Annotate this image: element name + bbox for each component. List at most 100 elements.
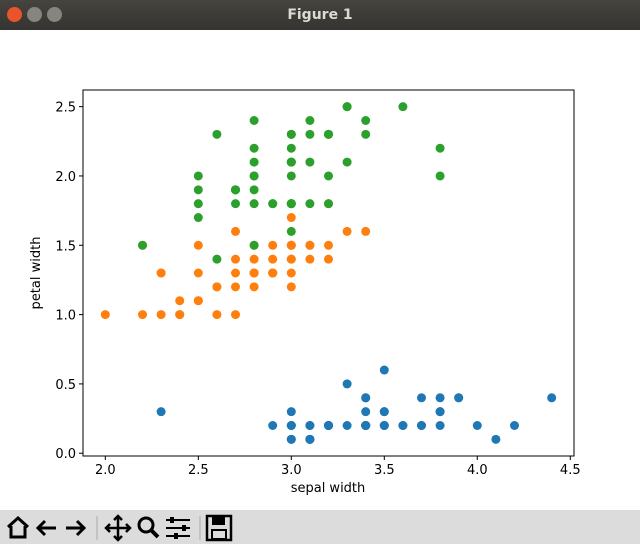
point — [286, 268, 296, 278]
point — [379, 365, 389, 375]
y-tick-label: 2.5 — [55, 101, 76, 116]
point — [212, 254, 222, 264]
point — [305, 157, 315, 167]
point — [435, 171, 445, 181]
point — [342, 157, 352, 167]
zoom-button[interactable] — [137, 516, 160, 539]
point — [231, 199, 241, 209]
point — [305, 240, 315, 250]
point — [509, 421, 519, 430]
point — [212, 129, 222, 139]
y-tick-label: 0.5 — [55, 378, 76, 393]
toolbar — [0, 510, 640, 544]
point — [268, 268, 278, 278]
minimize-button[interactable] — [27, 7, 42, 22]
point — [416, 421, 426, 430]
point — [361, 407, 371, 417]
point — [249, 282, 259, 292]
y-tick-label: 1.0 — [55, 309, 76, 324]
point — [156, 407, 166, 417]
x-tick-label: 3.5 — [374, 463, 395, 478]
window-title: Figure 1 — [287, 7, 353, 23]
point — [416, 393, 426, 403]
point — [324, 254, 333, 264]
point — [305, 434, 315, 444]
toolbar-icons — [6, 514, 233, 542]
pan-button[interactable] — [104, 514, 132, 542]
point — [342, 379, 352, 389]
x-tick-label: 3.0 — [281, 463, 302, 478]
point — [361, 421, 371, 430]
point — [231, 310, 241, 320]
close-button[interactable] — [7, 7, 22, 22]
point — [547, 393, 557, 403]
y-tick-label: 0.0 — [55, 447, 76, 462]
point — [156, 310, 166, 320]
point — [249, 254, 259, 264]
point — [379, 407, 389, 417]
axes-frame — [82, 89, 575, 457]
point — [231, 254, 241, 264]
point — [193, 240, 203, 250]
point — [286, 240, 296, 250]
x-axis-label: sepal width — [291, 481, 366, 496]
x-tick-label: 2.0 — [95, 463, 116, 478]
point — [305, 116, 315, 125]
point — [435, 393, 445, 403]
point — [193, 199, 203, 209]
point — [138, 310, 148, 320]
point — [305, 421, 315, 430]
point — [286, 143, 296, 153]
point — [286, 282, 296, 292]
point — [361, 116, 371, 125]
title-bar: Figure 1 — [0, 0, 640, 30]
point — [398, 102, 408, 112]
point — [286, 254, 296, 264]
point — [138, 240, 148, 250]
point — [324, 240, 333, 250]
point — [398, 421, 408, 430]
point — [342, 102, 352, 112]
point — [435, 143, 445, 153]
point — [379, 421, 389, 430]
point — [324, 199, 333, 209]
point — [286, 199, 296, 209]
point — [249, 185, 259, 195]
point — [361, 226, 371, 236]
point — [435, 407, 445, 417]
point — [175, 310, 185, 320]
home-button[interactable] — [6, 515, 30, 539]
point — [249, 157, 259, 167]
chart: sepal width petal width 2.0 2.5 3.0 3.5 4.0 4… — [29, 89, 581, 496]
back-button[interactable] — [35, 519, 56, 537]
point — [342, 226, 352, 236]
point — [286, 434, 296, 444]
point — [249, 240, 259, 250]
point — [286, 407, 296, 417]
point — [286, 226, 296, 236]
configure-button[interactable] — [166, 517, 190, 539]
point — [324, 421, 333, 430]
point — [286, 421, 296, 430]
point — [249, 143, 259, 153]
x-tick-label: 4.5 — [560, 463, 581, 478]
point — [249, 171, 259, 181]
point — [249, 268, 259, 278]
maximize-button[interactable] — [47, 7, 62, 22]
point — [491, 434, 501, 444]
point — [268, 240, 278, 250]
point — [231, 185, 241, 195]
point — [231, 268, 241, 278]
y-tick-label: 1.5 — [55, 239, 76, 254]
y-axis-label: petal width — [29, 237, 44, 310]
point — [212, 282, 222, 292]
point — [324, 171, 333, 181]
forward-button[interactable] — [66, 519, 87, 537]
point — [454, 393, 464, 403]
point — [305, 199, 315, 209]
point — [212, 310, 222, 320]
point — [100, 310, 110, 320]
point — [286, 157, 296, 167]
save-button[interactable] — [205, 514, 233, 542]
point — [472, 421, 482, 430]
